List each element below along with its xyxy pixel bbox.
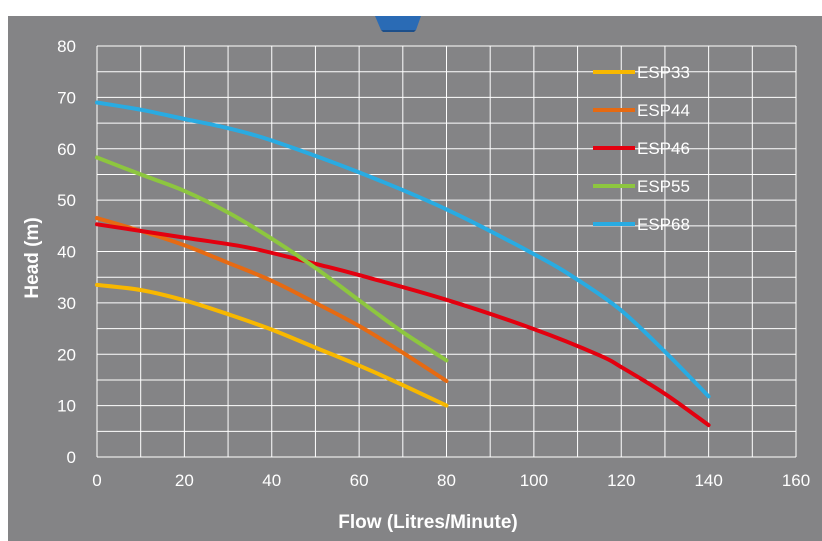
x-tick-label: 0 (92, 471, 101, 490)
y-tick-label: 40 (57, 243, 76, 262)
x-tick-label: 80 (437, 471, 456, 490)
series-line-esp55 (95, 155, 449, 363)
x-axis-title: Flow (Litres/Minute) (338, 512, 517, 533)
legend-label-esp68: ESP68 (637, 215, 690, 234)
series-line-esp68 (95, 100, 711, 399)
x-tick-label: 140 (694, 471, 722, 490)
y-tick-label: 80 (57, 37, 76, 56)
pump-curve-chart: 0 20 40 60 80 100 120 140 160 01020304050607080 … (22, 37, 810, 533)
legend-label-esp44: ESP44 (637, 101, 690, 120)
x-tick-label: 20 (175, 471, 194, 490)
series-lines (95, 100, 711, 428)
legend-label-esp33: ESP33 (637, 63, 690, 82)
chart-panel: 0 20 40 60 80 100 120 140 160 0 10 20 30 40 50 60 70 80 … (8, 16, 822, 541)
legend: ESP33 ESP44 ESP46 ESP55 ESP68 (593, 63, 690, 234)
x-tick-label: 60 (350, 471, 369, 490)
x-tick-label: 120 (607, 471, 635, 490)
y-tick-label: 0 (67, 448, 76, 467)
x-tick-labels: 0 20 40 60 80 100 120 140 160 (92, 471, 810, 490)
legend-label-esp55: ESP55 (637, 177, 690, 196)
y-tick-label: 20 (57, 345, 76, 364)
y-tick-label: 70 (57, 88, 76, 107)
y-tick-label: 10 (57, 397, 76, 416)
x-tick-label: 100 (520, 471, 548, 490)
series-line-esp46 (95, 222, 711, 428)
legend-label-esp46: ESP46 (637, 139, 690, 158)
series-line-esp33 (95, 282, 449, 408)
y-tick-label: 30 (57, 294, 76, 313)
x-tick-label: 160 (782, 471, 810, 490)
series-line-esp44 (95, 216, 449, 383)
y-tick-label: 50 (57, 191, 76, 210)
y-tick-label: 60 (57, 140, 76, 159)
y-axis-title: Head (m) (22, 217, 43, 298)
x-tick-label: 40 (262, 471, 281, 490)
y-tick-labels: 0 10 20 30 40 50 60 70 80 (57, 37, 76, 467)
logo-badge-icon (375, 16, 421, 32)
